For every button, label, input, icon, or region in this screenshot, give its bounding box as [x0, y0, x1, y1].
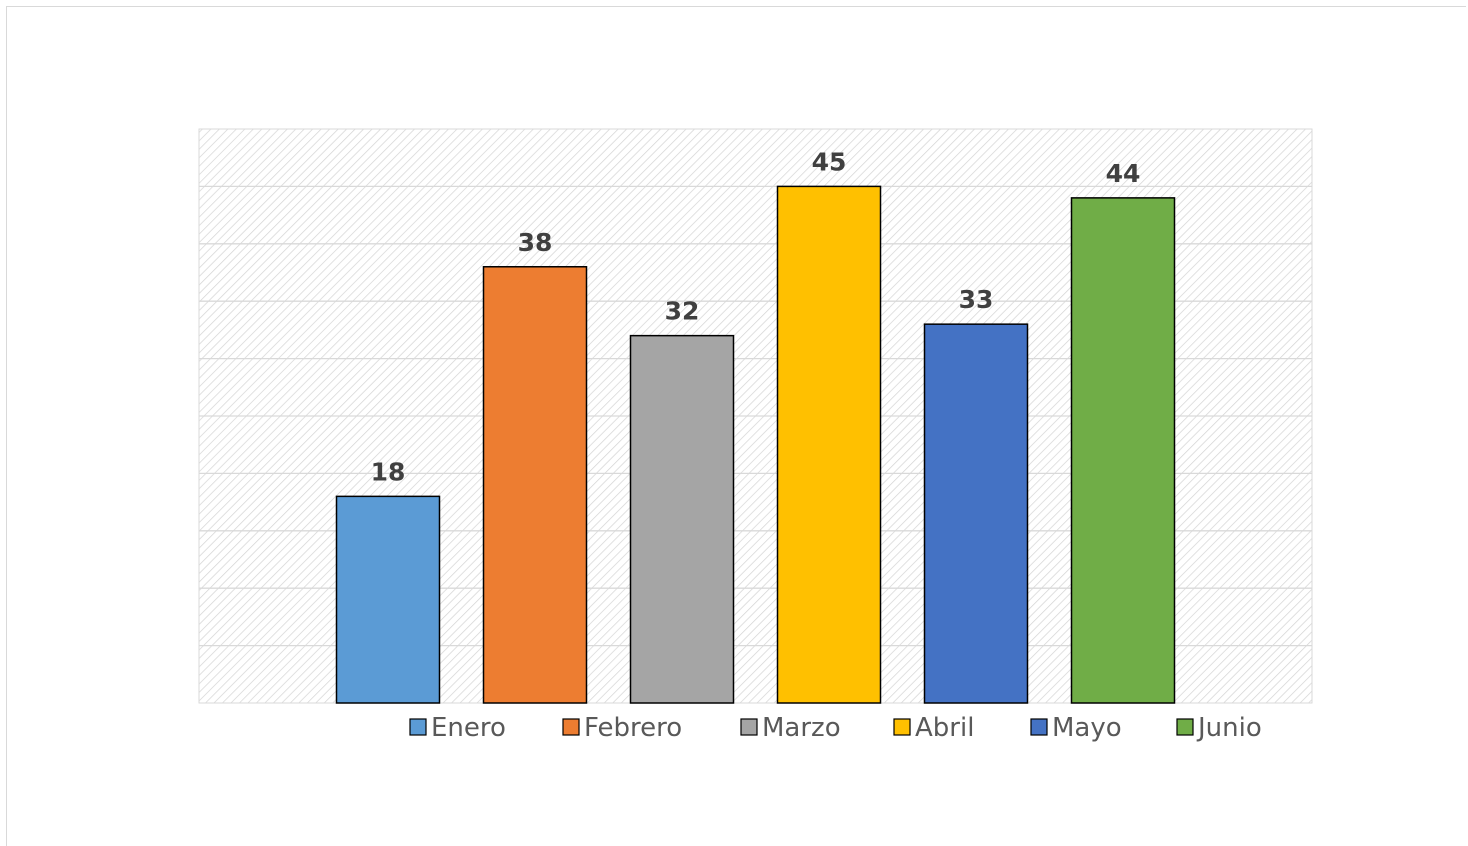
legend-label-enero: Enero — [431, 713, 506, 743]
bar-marzo — [629, 334, 735, 704]
legend-label-marzo: Marzo — [762, 713, 841, 743]
legend-label-mayo: Mayo — [1052, 713, 1122, 743]
bar-junio — [1070, 197, 1176, 704]
data-labels-group: 18 38 32 45 33 44 — [371, 147, 1141, 486]
data-label-febrero: 38 — [518, 228, 553, 257]
bar-mayo — [923, 323, 1029, 704]
bar-enero — [335, 495, 441, 704]
legend-label-febrero: Febrero — [584, 713, 682, 743]
bar-abril — [776, 185, 882, 704]
legend-swatch-marzo — [740, 718, 758, 736]
data-label-junio: 44 — [1106, 159, 1141, 188]
legend: Enero Febrero Marzo Abril Mayo Junio — [409, 713, 1262, 743]
legend-swatch-febrero — [562, 718, 580, 736]
legend-swatch-mayo — [1030, 718, 1048, 736]
legend-label-junio: Junio — [1196, 713, 1262, 743]
data-label-enero: 18 — [371, 457, 406, 486]
data-label-abril: 45 — [812, 147, 847, 176]
data-label-mayo: 33 — [959, 285, 994, 314]
bar-febrero — [482, 266, 588, 704]
bars-group — [335, 185, 1176, 704]
legend-swatch-abril — [893, 718, 911, 736]
legend-swatch-junio — [1176, 718, 1194, 736]
data-label-marzo: 32 — [665, 297, 700, 326]
legend-swatch-enero — [409, 718, 427, 736]
legend-label-abril: Abril — [915, 713, 974, 743]
